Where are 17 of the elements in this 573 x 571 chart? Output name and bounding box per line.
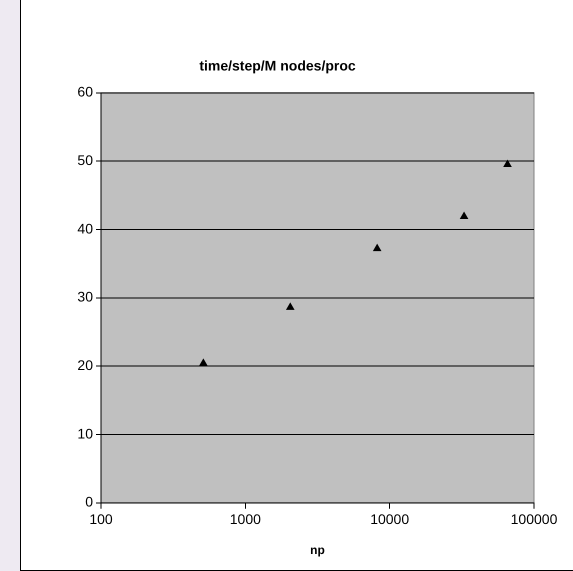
- y-tick-label: 10: [77, 425, 94, 442]
- y-tick-label: 20: [77, 356, 94, 373]
- point: [199, 358, 208, 366]
- x-tick-label: 100000: [510, 511, 558, 528]
- chart-title: time/step/M nodes/proc: [199, 57, 356, 74]
- x-tick-label: 10000: [370, 511, 410, 528]
- point: [286, 302, 294, 310]
- x-axis-title: np: [310, 543, 325, 558]
- point: [373, 244, 382, 252]
- y-tick-label: 0: [85, 494, 94, 510]
- point: [460, 212, 468, 219]
- x-tick-label: 100: [89, 511, 113, 528]
- y-tick-label: 50: [77, 152, 94, 168]
- y-tick-label: 60: [77, 84, 94, 100]
- x-tick-label: 1000: [230, 511, 262, 528]
- y-tick-label: 30: [77, 288, 94, 305]
- y-tick-label: 40: [77, 220, 94, 236]
